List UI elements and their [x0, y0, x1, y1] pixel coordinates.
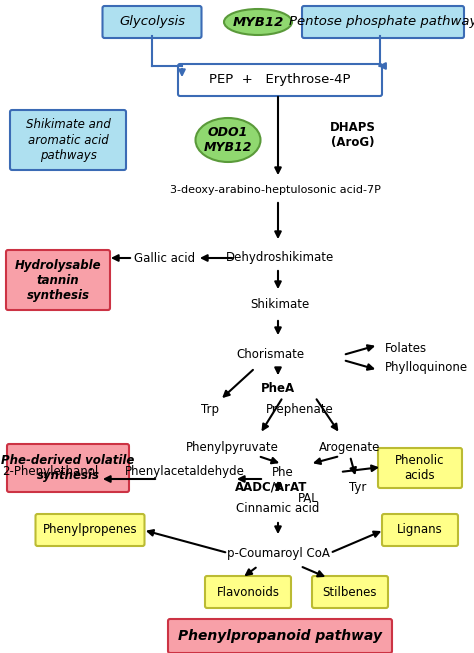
FancyBboxPatch shape — [312, 576, 388, 608]
Text: Hydrolysable
tannin
synthesis: Hydrolysable tannin synthesis — [15, 259, 101, 302]
Text: Phenylpyruvate: Phenylpyruvate — [185, 441, 278, 454]
Ellipse shape — [224, 9, 292, 35]
Text: p-Coumaroyl CoA: p-Coumaroyl CoA — [227, 547, 329, 560]
Text: Pentose phosphate pathway: Pentose phosphate pathway — [289, 16, 474, 29]
FancyBboxPatch shape — [382, 514, 458, 546]
Text: Lignans: Lignans — [397, 524, 443, 537]
Text: AADC/ArAT: AADC/ArAT — [235, 481, 307, 494]
Text: Chorismate: Chorismate — [236, 349, 304, 362]
Text: Phenylacetaldehyde: Phenylacetaldehyde — [125, 466, 245, 479]
Text: Phylloquinone: Phylloquinone — [385, 362, 468, 375]
Text: Phe: Phe — [272, 466, 294, 479]
Text: Tyr: Tyr — [349, 481, 367, 494]
Text: Dehydroshikimate: Dehydroshikimate — [226, 251, 334, 264]
Text: Phenylpropenes: Phenylpropenes — [43, 524, 137, 537]
FancyBboxPatch shape — [205, 576, 291, 608]
FancyBboxPatch shape — [10, 110, 126, 170]
Text: ODO1
MYB12: ODO1 MYB12 — [204, 126, 252, 154]
Text: Phenylpropanoid pathway: Phenylpropanoid pathway — [178, 629, 382, 643]
FancyBboxPatch shape — [168, 619, 392, 653]
Text: PEP  +   Erythrose-4P: PEP + Erythrose-4P — [209, 74, 351, 86]
Text: Prephenate: Prephenate — [266, 404, 334, 417]
Text: 3-deoxy-arabino-heptulosonic acid-7P: 3-deoxy-arabino-heptulosonic acid-7P — [170, 185, 381, 195]
Text: Flavonoids: Flavonoids — [217, 586, 280, 599]
Text: DHAPS
(AroG): DHAPS (AroG) — [330, 121, 376, 149]
Ellipse shape — [195, 118, 261, 162]
FancyBboxPatch shape — [102, 6, 201, 38]
Text: Phenolic
acids: Phenolic acids — [395, 454, 445, 482]
Text: PAL: PAL — [298, 492, 319, 505]
FancyBboxPatch shape — [302, 6, 464, 38]
FancyBboxPatch shape — [178, 64, 382, 96]
FancyBboxPatch shape — [6, 250, 110, 310]
Text: Folates: Folates — [385, 342, 427, 355]
Text: Phe-derived volatile
synthesis: Phe-derived volatile synthesis — [1, 454, 135, 482]
Text: Shikimate and
aromatic acid
pathways: Shikimate and aromatic acid pathways — [26, 118, 110, 161]
Text: PheA: PheA — [261, 381, 295, 394]
Text: 2-Phenylethanol: 2-Phenylethanol — [2, 466, 98, 479]
Text: Stilbenes: Stilbenes — [323, 586, 377, 599]
FancyBboxPatch shape — [378, 448, 462, 488]
Text: Cinnamic acid: Cinnamic acid — [237, 502, 319, 515]
FancyBboxPatch shape — [7, 444, 129, 492]
Text: Gallic acid: Gallic acid — [135, 251, 196, 264]
Text: MYB12: MYB12 — [232, 16, 283, 29]
Text: Shikimate: Shikimate — [250, 298, 310, 311]
Text: Glycolysis: Glycolysis — [119, 16, 185, 29]
Text: Arogenate: Arogenate — [319, 441, 381, 454]
Text: Trp: Trp — [201, 404, 219, 417]
FancyBboxPatch shape — [36, 514, 145, 546]
